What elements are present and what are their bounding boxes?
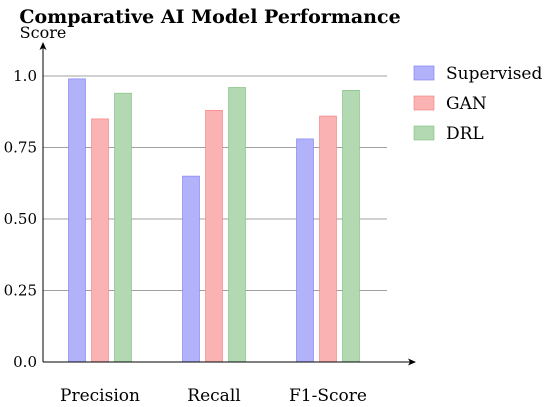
- legend: Supervised GAN DRL: [413, 64, 542, 144]
- legend-swatch: [413, 65, 435, 81]
- bar-drl-precision: [114, 92, 132, 363]
- x-tick-labels: Precision Recall F1-Score: [60, 386, 367, 406]
- x-axis-arrow-icon: [408, 358, 416, 366]
- bar-supervised-recall: [182, 175, 200, 363]
- bar-gan-f1-score: [319, 115, 337, 363]
- axes: [39, 42, 416, 366]
- bar-supervised-f1-score: [296, 138, 314, 363]
- legend-label: Supervised: [446, 64, 542, 84]
- y-tick-label: 0.50: [4, 210, 37, 228]
- bar-gan-precision: [91, 118, 109, 363]
- y-tick-label: 0.25: [4, 282, 37, 300]
- y-tick-label: 1.0: [13, 67, 37, 85]
- x-tick-label: Precision: [60, 386, 140, 406]
- bars: [68, 78, 360, 363]
- legend-swatch: [413, 95, 435, 111]
- legend-swatch: [413, 125, 435, 141]
- chart-title: Comparative AI Model Performance: [19, 6, 400, 28]
- bar-drl-f1-score: [342, 90, 360, 363]
- x-tick-label: Recall: [187, 386, 240, 406]
- legend-label: DRL: [446, 124, 484, 144]
- y-tick-label: 0.0: [13, 353, 37, 371]
- bar-gan-recall: [205, 110, 223, 363]
- y-tick-labels: 0.0 0.25 0.50 0.75 1.0: [4, 67, 37, 371]
- y-tick-label: 0.75: [4, 139, 37, 157]
- y-axis-arrow-icon: [39, 42, 47, 50]
- bar-supervised-precision: [68, 78, 86, 363]
- bar-drl-recall: [228, 87, 246, 363]
- x-tick-label: F1-Score: [289, 386, 367, 406]
- y-axis-label: Score: [20, 23, 67, 42]
- legend-label: GAN: [446, 94, 487, 114]
